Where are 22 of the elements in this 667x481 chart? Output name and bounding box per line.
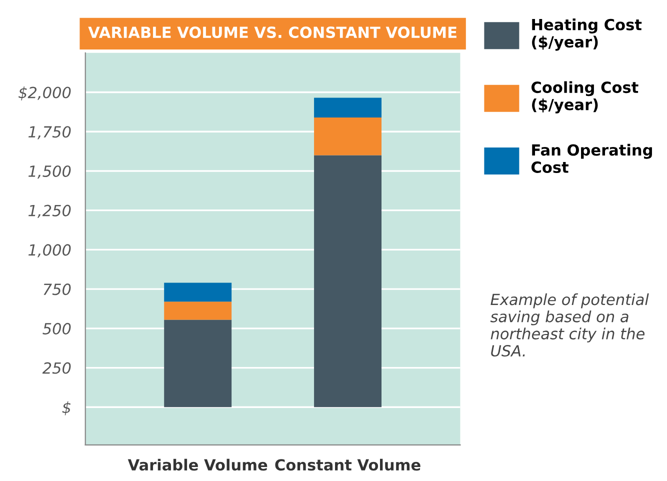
bar [164,320,232,408]
text: Example of potential saving based on a northeast city in the USA. [490,293,649,357]
x-tick-label: Variable Volume [128,458,268,471]
legend-label: Heating Cost ($/year) [532,18,642,51]
y-tick-label: 1,500 [28,165,71,179]
bar [314,117,382,156]
bar [314,155,382,408]
y-tick-label: 1,250 [28,204,71,218]
bar [314,98,382,118]
y-tick-label: $2,000 [18,86,71,100]
x-tick-label: Constant Volume [275,458,420,471]
chart-title: VARIABLE VOLUME VS. CONSTANT VOLUME [88,26,456,38]
bar [164,282,232,302]
y-tick-label: 1,750 [28,126,71,140]
legend-label: Fan Operating Cost [531,144,652,173]
y-tick-label: 250 [42,362,71,374]
y-tick-label: 1,000 [28,244,71,258]
y-tick-label: $ [62,401,70,416]
y-tick-label: 750 [44,284,71,296]
bar [164,302,232,320]
y-tick-label: 500 [42,322,71,334]
legend-label: Cooling Cost ($/year) [531,81,638,114]
